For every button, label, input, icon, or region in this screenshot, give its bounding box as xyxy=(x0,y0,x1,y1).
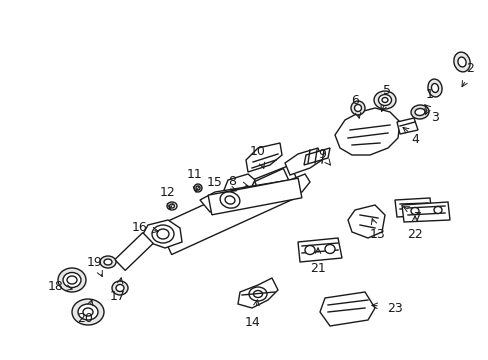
Ellipse shape xyxy=(58,268,86,292)
Text: 6: 6 xyxy=(350,94,358,107)
Ellipse shape xyxy=(378,94,391,105)
Ellipse shape xyxy=(325,244,334,253)
Text: 14: 14 xyxy=(244,315,260,328)
Ellipse shape xyxy=(414,108,424,116)
Text: 15: 15 xyxy=(206,176,223,189)
Ellipse shape xyxy=(354,104,361,112)
Polygon shape xyxy=(224,174,254,196)
Ellipse shape xyxy=(78,304,98,320)
Ellipse shape xyxy=(194,184,202,192)
Text: 22: 22 xyxy=(407,229,422,242)
Ellipse shape xyxy=(410,105,428,119)
Ellipse shape xyxy=(305,246,314,255)
Polygon shape xyxy=(319,292,374,326)
Ellipse shape xyxy=(350,101,364,115)
Polygon shape xyxy=(142,220,182,248)
Ellipse shape xyxy=(220,192,240,208)
Polygon shape xyxy=(334,108,399,155)
Ellipse shape xyxy=(247,181,256,189)
Polygon shape xyxy=(158,168,296,255)
Text: 19: 19 xyxy=(87,256,102,269)
Text: 11: 11 xyxy=(187,168,203,181)
Ellipse shape xyxy=(104,259,112,265)
Ellipse shape xyxy=(167,202,177,210)
Ellipse shape xyxy=(453,52,469,72)
Text: 7: 7 xyxy=(413,211,421,225)
Text: 1: 1 xyxy=(425,89,433,102)
Polygon shape xyxy=(200,174,309,212)
Ellipse shape xyxy=(67,276,77,284)
Text: 3: 3 xyxy=(430,112,438,125)
Polygon shape xyxy=(396,118,417,134)
Ellipse shape xyxy=(157,229,169,239)
Polygon shape xyxy=(297,238,341,262)
Ellipse shape xyxy=(427,79,441,97)
Text: 9: 9 xyxy=(317,148,325,162)
Polygon shape xyxy=(245,143,282,172)
Ellipse shape xyxy=(224,196,234,204)
Text: 21: 21 xyxy=(309,261,325,274)
Ellipse shape xyxy=(433,207,441,213)
Ellipse shape xyxy=(116,284,124,292)
Text: 18: 18 xyxy=(48,279,64,292)
Polygon shape xyxy=(208,178,301,215)
Ellipse shape xyxy=(248,287,266,301)
Ellipse shape xyxy=(152,225,174,243)
Text: 4: 4 xyxy=(410,134,418,147)
Polygon shape xyxy=(401,202,449,222)
Text: 13: 13 xyxy=(369,229,385,242)
Text: 16: 16 xyxy=(132,221,147,234)
Polygon shape xyxy=(304,148,329,165)
Ellipse shape xyxy=(83,308,93,316)
Ellipse shape xyxy=(253,291,262,297)
Ellipse shape xyxy=(112,281,128,295)
Ellipse shape xyxy=(430,84,438,93)
Ellipse shape xyxy=(236,186,247,198)
Ellipse shape xyxy=(232,181,251,203)
Ellipse shape xyxy=(169,204,174,208)
Ellipse shape xyxy=(410,207,418,215)
Ellipse shape xyxy=(196,186,200,190)
Text: 23: 23 xyxy=(386,301,402,315)
Polygon shape xyxy=(394,198,431,217)
Text: 2: 2 xyxy=(465,62,473,75)
Ellipse shape xyxy=(63,273,81,288)
Polygon shape xyxy=(247,165,299,202)
Ellipse shape xyxy=(100,256,116,268)
Text: 5: 5 xyxy=(382,84,390,96)
Text: 8: 8 xyxy=(227,175,236,189)
Text: 10: 10 xyxy=(249,145,265,158)
Text: 12: 12 xyxy=(160,186,176,199)
Ellipse shape xyxy=(381,98,387,103)
Polygon shape xyxy=(285,148,321,175)
Text: 17: 17 xyxy=(110,289,126,302)
Polygon shape xyxy=(347,205,384,238)
Ellipse shape xyxy=(373,91,395,109)
Text: 20: 20 xyxy=(77,311,93,324)
Polygon shape xyxy=(115,233,153,270)
Polygon shape xyxy=(238,278,278,308)
Ellipse shape xyxy=(72,299,104,325)
Ellipse shape xyxy=(457,57,465,67)
